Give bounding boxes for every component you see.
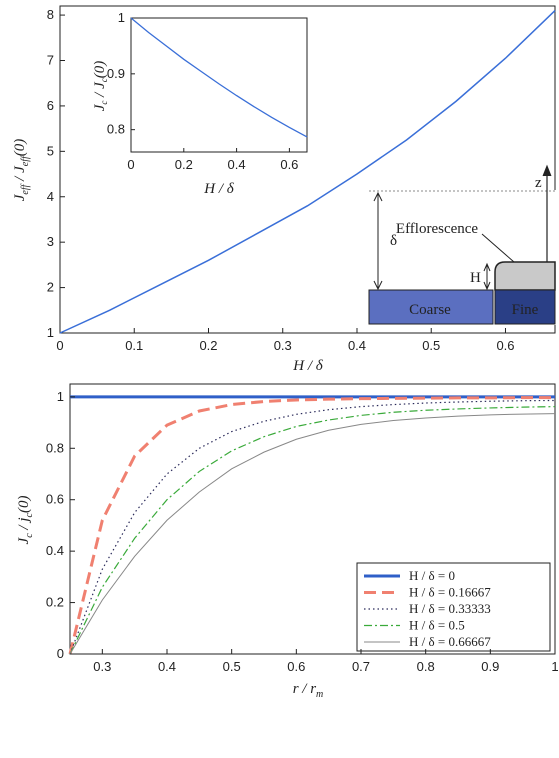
legend-label: H / δ = 0.33333 — [409, 601, 491, 616]
efflorescence-shape — [494, 261, 556, 291]
label-coarse: Coarse — [409, 302, 451, 318]
bottom-chart-ytick-label: 1 — [57, 389, 64, 404]
bottom-chart-ytick-label: 0.8 — [46, 440, 64, 455]
legend-label: H / δ = 0.66667 — [409, 634, 491, 649]
inset-chart-xlabel: H / δ — [203, 181, 235, 197]
top-chart-xtick-label: 0.4 — [348, 338, 366, 353]
top-chart-xtick-label: 0.5 — [422, 338, 440, 353]
inset-chart-ytick-label: 0.8 — [107, 122, 125, 137]
bottom-chart-ytick-label: 0.6 — [46, 492, 64, 507]
inset-chart-xtick-label: 0.4 — [228, 157, 246, 172]
inset-chart-xtick-label: 0.2 — [175, 157, 193, 172]
top-chart-xtick-label: 0.2 — [199, 338, 217, 353]
inset-chart-xtick-label: 0 — [127, 157, 134, 172]
bottom-chart-xtick-label: 0.4 — [158, 659, 176, 674]
top-chart-ytick-label: 3 — [47, 234, 54, 249]
fine-layer — [494, 289, 556, 325]
bottom-chart-xtick-label: 0.6 — [287, 659, 305, 674]
top-chart-ytick-label: 6 — [47, 98, 54, 113]
inset-chart: Jc / Jc(0) H / δ 0 0.2 0.4 0.6 0.8 0.9 1 — [92, 10, 308, 197]
legend-box — [356, 562, 551, 652]
label-h: H — [470, 270, 481, 286]
efflorescence-pointer — [481, 233, 515, 263]
top-chart-xtick-label: 0 — [56, 338, 63, 353]
top-chart-ytick-label: 7 — [47, 53, 54, 68]
label-efflorescence: Efflorescence — [396, 221, 479, 237]
top-chart-ytick-label: 8 — [47, 7, 54, 22]
schematic-inset: Efflorescence δ H Coarse Fine z — [367, 164, 556, 325]
inset-chart-series-line — [130, 17, 308, 138]
top-chart-xtick-label: 0.6 — [496, 338, 514, 353]
bottom-chart: Jc / jc(0) r / rm H / δ = 0 H / δ = 0.166… — [16, 383, 559, 700]
top-chart-ytick-label: 5 — [47, 143, 54, 158]
delta-arrow-head-top — [373, 191, 383, 202]
label-z: z — [535, 175, 542, 191]
bottom-chart-series-line — [68, 396, 555, 655]
bottom-chart-ytick-label: 0.4 — [46, 543, 64, 558]
top-chart-ytick-label: 2 — [47, 280, 54, 295]
bottom-chart-xlabel: r / rm — [293, 681, 324, 700]
bottom-chart-ylabel: Jc / jc(0) — [16, 496, 35, 545]
label-delta: δ — [390, 233, 397, 249]
inset-chart-ytick-label: 1 — [118, 10, 125, 25]
top-chart-xtick-label: 0.3 — [274, 338, 292, 353]
inset-chart-xtick-label: 0.6 — [280, 157, 298, 172]
bottom-chart-xtick-label: 0.8 — [417, 659, 435, 674]
h-arrow-head-bottom — [483, 281, 491, 291]
bottom-chart-xtick-label: 0.5 — [223, 659, 241, 674]
bottom-chart-ytick-label: 0.2 — [46, 595, 64, 610]
top-chart-xlabel: H / δ — [292, 358, 324, 374]
inset-chart-frame — [130, 17, 308, 153]
top-chart-series-line — [59, 10, 556, 334]
inset-chart-ylabel: Jc / Jc(0) — [92, 61, 109, 112]
bottom-chart-series-line — [69, 406, 556, 655]
top-chart-ytick-label: 4 — [47, 189, 54, 204]
delta-arrow-head-bottom — [373, 280, 383, 291]
bottom-chart-xtick-label: 1 — [551, 659, 558, 674]
legend-label: H / δ = 0 — [409, 568, 455, 583]
bottom-chart-xtick-label: 0.7 — [352, 659, 370, 674]
bottom-chart-xtick-label: 0.9 — [481, 659, 499, 674]
legend-label: H / δ = 0.5 — [409, 618, 465, 633]
inset-chart-ytick-label: 0.9 — [107, 66, 125, 81]
label-fine: Fine — [512, 302, 539, 318]
top-chart-ylabel: Jeff / Jeff(0) — [12, 139, 31, 202]
top-chart-ytick-label: 1 — [47, 325, 54, 340]
z-axis-arrow-head — [542, 164, 552, 177]
legend-label: H / δ = 0.16667 — [409, 585, 491, 600]
bottom-chart-xtick-label: 0.3 — [93, 659, 111, 674]
bottom-chart-ytick-label: 0 — [57, 646, 64, 661]
coarse-layer — [368, 289, 494, 325]
h-arrow-head-top — [483, 262, 491, 272]
top-chart-xtick-label: 0.1 — [125, 338, 143, 353]
bottom-chart-series-line — [69, 413, 556, 655]
bottom-chart-series-line — [69, 399, 556, 655]
